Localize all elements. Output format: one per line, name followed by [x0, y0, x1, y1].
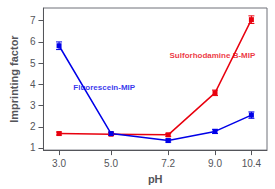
svg-text:5.0: 5.0 — [104, 158, 118, 169]
svg-text:10.4: 10.4 — [242, 158, 262, 169]
svg-text:2: 2 — [30, 121, 36, 132]
svg-text:Imprinting factor: Imprinting factor — [8, 35, 20, 123]
svg-text:3: 3 — [30, 100, 36, 111]
svg-text:Fluorescein-MIP: Fluorescein-MIP — [73, 83, 135, 92]
svg-text:7.2: 7.2 — [161, 158, 175, 169]
svg-text:5: 5 — [30, 58, 36, 69]
svg-text:4: 4 — [30, 79, 36, 90]
svg-text:7: 7 — [30, 15, 36, 26]
svg-text:Sulforhodamine B-MIP: Sulforhodamine B-MIP — [170, 51, 256, 60]
svg-text:3.0: 3.0 — [52, 158, 66, 169]
svg-text:9.0: 9.0 — [208, 158, 222, 169]
svg-text:1: 1 — [30, 142, 36, 153]
svg-text:pH: pH — [148, 173, 163, 185]
svg-text:6: 6 — [30, 36, 36, 47]
